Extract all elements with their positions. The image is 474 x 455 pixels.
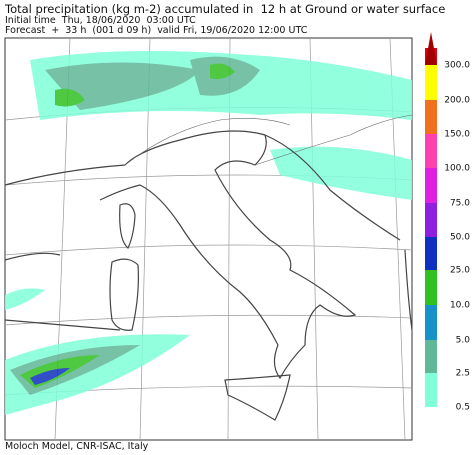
colorbar-label: 300.0 [444, 61, 470, 71]
colorbar-label: 50.0 [450, 233, 470, 243]
colorbar-label: 2.5 [456, 369, 470, 379]
colorbar-label: 100.0 [444, 164, 470, 174]
colorbar-segment [425, 340, 437, 373]
borders [124, 114, 413, 166]
coastlines [4, 130, 413, 421]
colorbar-segment [425, 373, 437, 407]
colorbar-segment [425, 100, 437, 134]
colorbar-label: 200.0 [444, 96, 470, 106]
colorbar-segment [425, 134, 437, 168]
colorbar-segment [425, 65, 437, 100]
colorbar-label: 0.5 [456, 403, 470, 413]
colorbar-label: 10.0 [450, 301, 470, 311]
colorbar-arrow [425, 32, 437, 65]
colorbar-labels: 0.5 2.5 5.0 10.0 25.0 50.0 75.0 100.0 150.0 200.0… [444, 61, 470, 413]
precipitation [5, 51, 412, 415]
forecast-time: Forecast + 33 h (001 d 09 h) valid Fri, … [5, 25, 308, 36]
map [4, 37, 413, 441]
colorbar-segment [425, 270, 437, 305]
colorbar-label: 150.0 [444, 130, 470, 140]
colorbar-segment [425, 305, 437, 340]
footer: Moloch Model, CNR-ISAC, Italy [5, 441, 149, 452]
colorbar-label: 25.0 [450, 266, 470, 276]
initial-time: Initial time Thu, 18/06/2020 03:00 UTC [5, 15, 196, 26]
title: Total precipitation (kg m-2) accumulated… [5, 2, 446, 16]
colorbar: 0.5 2.5 5.0 10.0 25.0 50.0 75.0 100.0 150.0 200.0… [425, 32, 470, 413]
colorbar-label: 5.0 [456, 336, 471, 346]
colorbar-segment [425, 168, 437, 203]
colorbar-segment [425, 203, 437, 237]
colorbar-label: 75.0 [450, 199, 470, 209]
colorbar-segment [425, 237, 437, 270]
